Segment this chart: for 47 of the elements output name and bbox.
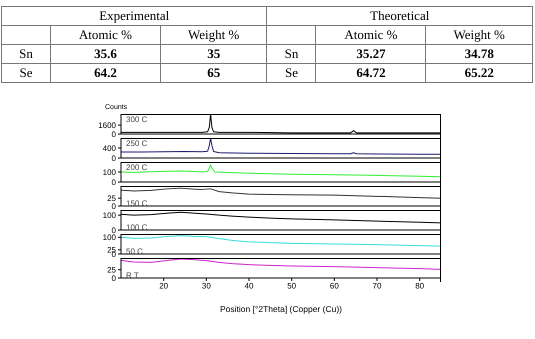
line-series — [121, 138, 441, 155]
text: Atomic % — [50, 26, 160, 44]
x-tick-label: 20 — [159, 282, 169, 291]
y-tick-label: 0 — [112, 130, 117, 139]
text: Atomic % — [316, 26, 426, 44]
text: 64.2 — [50, 64, 160, 82]
annotation: 300 C — [126, 115, 148, 124]
y-tick-label: 0 — [112, 202, 117, 211]
text: 65.22 — [426, 64, 532, 82]
line-series — [121, 188, 441, 199]
annotation: 200 C — [126, 163, 148, 172]
line-series — [121, 258, 441, 270]
text: Se — [266, 64, 316, 82]
y-tick-label: 25 — [107, 266, 117, 275]
x-tick-label: 30 — [202, 282, 212, 291]
text: 64.72 — [316, 64, 426, 82]
y-tick-label: 0 — [112, 178, 117, 187]
text: Sn — [2, 44, 50, 64]
y-tick-label: 25 — [107, 194, 117, 204]
y-tick-label: 400 — [102, 144, 117, 153]
y-tick-label: 100 — [102, 211, 117, 220]
y-tick-label: 0 — [112, 154, 117, 163]
text: Experimental — [2, 6, 267, 26]
y-tick-label: 100 — [102, 168, 117, 177]
x-tick-label: 70 — [372, 282, 382, 291]
x-axis-title: Position [°2Theta] (Copper (Cu)) — [220, 304, 342, 314]
text: 34.78 — [426, 44, 532, 64]
y-tick-label: 1600 — [98, 120, 117, 130]
text: Sn — [266, 44, 316, 64]
y-tick-label: 0 — [112, 226, 117, 235]
y-tick-label: 100 — [102, 233, 117, 242]
text: 35.6 — [50, 44, 160, 64]
text: 65 — [160, 64, 267, 82]
text: 35 — [160, 44, 267, 64]
text: 35.27 — [316, 44, 426, 64]
annotation: 250 C — [126, 139, 148, 148]
text: Se — [2, 64, 50, 82]
line-series — [121, 164, 441, 178]
x-tick-label: 80 — [415, 282, 425, 291]
text: Theoretical — [266, 6, 532, 26]
line-series — [121, 235, 441, 247]
text: Weight % — [160, 26, 267, 44]
x-tick-label: 40 — [244, 282, 254, 291]
y-tick-label: 0 — [112, 274, 117, 283]
x-tick-label: 50 — [287, 282, 297, 291]
text: Weight % — [426, 26, 532, 44]
x-tick-label: 60 — [330, 282, 340, 291]
